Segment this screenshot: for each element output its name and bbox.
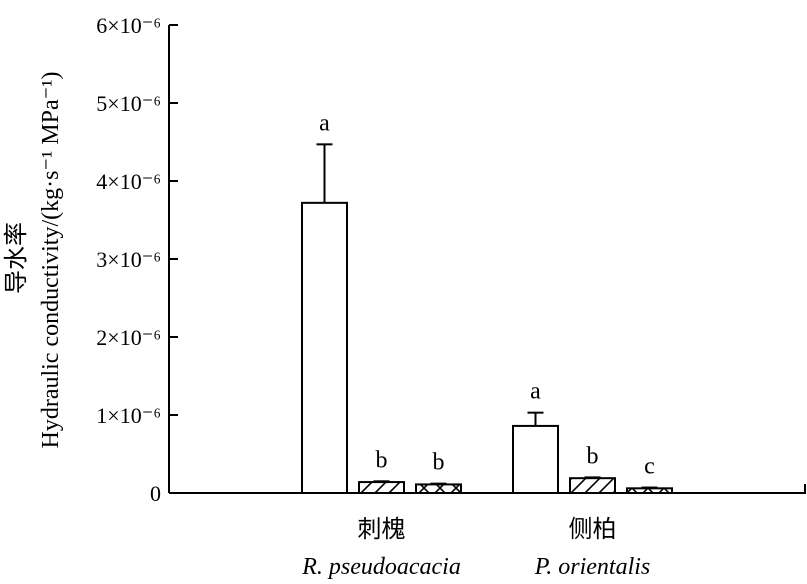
significance-label: c: [644, 454, 655, 480]
y-axis-label-zh: 导水率: [2, 222, 30, 294]
y-tick-label: 6×10⁻⁶: [96, 13, 161, 38]
y-tick-label: 1×10⁻⁶: [96, 403, 161, 428]
y-tick-label: 2×10⁻⁶: [96, 325, 161, 350]
category-label-en: R. pseudoacacia: [301, 554, 461, 580]
significance-label: b: [587, 443, 599, 469]
y-tick-label: 5×10⁻⁶: [96, 91, 161, 116]
significance-label: b: [433, 450, 445, 476]
bar: [626, 487, 673, 495]
significance-label: a: [319, 110, 330, 136]
bar: [301, 201, 348, 494]
category-label-zh: 刺槐: [358, 515, 406, 543]
bars: a b b a b c: [301, 110, 673, 495]
category-labels: 刺槐 R. pseudoacacia 侧柏 P. orientalis: [301, 515, 650, 580]
bar: [512, 424, 559, 495]
significance-label: b: [376, 447, 388, 473]
significance-label: a: [530, 379, 541, 405]
bar: [569, 477, 616, 494]
y-tick-label: 0: [150, 481, 161, 506]
category-label-zh: 侧柏: [569, 515, 617, 543]
category-label-en: P. orientalis: [534, 554, 651, 580]
y-tick-label: 3×10⁻⁶: [96, 247, 161, 272]
y-ticks: 0 1×10⁻⁶ 2×10⁻⁶ 3×10⁻⁶ 4×10⁻⁶ 5×10⁻⁶ 6×10⁻⁶: [96, 13, 178, 506]
bar: [415, 483, 462, 495]
y-tick-label: 4×10⁻⁶: [96, 169, 161, 194]
y-axis-label: Hydraulic conductivity/(kg·s⁻¹ MPa⁻¹): [38, 72, 64, 449]
bar: [358, 481, 405, 494]
